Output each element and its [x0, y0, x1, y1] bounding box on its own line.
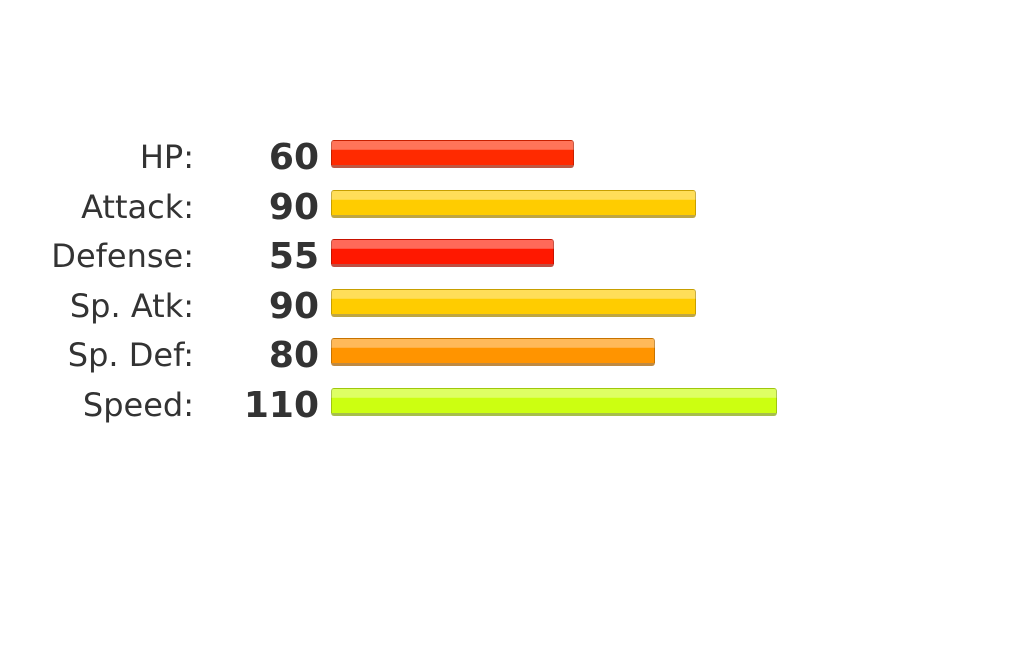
stat-row-defense: Defense: 55: [0, 232, 1020, 282]
stat-label: Speed:: [82, 385, 194, 424]
stat-bar-track: [331, 140, 777, 168]
stat-bar-track: [331, 387, 777, 416]
stat-row-attack: Attack: 90: [0, 183, 1020, 233]
stat-value: 55: [268, 236, 319, 278]
stat-bar-defense: [331, 239, 554, 268]
stat-value: 80: [268, 335, 319, 377]
stat-label: Attack:: [81, 187, 194, 226]
stat-label: Defense:: [51, 237, 194, 276]
stat-bar-hp: [331, 140, 575, 168]
stat-row-sp-atk: Sp. Atk: 90: [0, 282, 1020, 332]
stat-row-sp-def: Sp. Def: 80: [0, 331, 1020, 381]
stat-bar-sp-atk: [331, 288, 696, 317]
stat-bar-track: [331, 239, 777, 268]
stat-bar-track: [331, 288, 777, 317]
stat-label: Sp. Def:: [67, 336, 194, 375]
stat-value: 110: [243, 384, 319, 426]
stat-row-hp: HP: 60: [0, 133, 1020, 183]
stat-row-speed: Speed: 110: [0, 381, 1020, 431]
stat-value: 90: [268, 186, 319, 228]
stat-bar-speed: [331, 387, 777, 416]
stat-bar-attack: [331, 189, 696, 218]
stat-label: HP:: [139, 138, 194, 176]
stat-label: Sp. Atk:: [69, 286, 194, 325]
stat-bar-sp-def: [331, 338, 656, 367]
stat-value: 60: [268, 137, 319, 178]
stat-value: 90: [268, 285, 319, 327]
stat-bar-track: [331, 189, 777, 218]
base-stats-table: HP: 60 Attack: 90 Defense: 55 Sp. Atk: 9…: [0, 133, 1020, 431]
stat-bar-track: [331, 338, 777, 367]
